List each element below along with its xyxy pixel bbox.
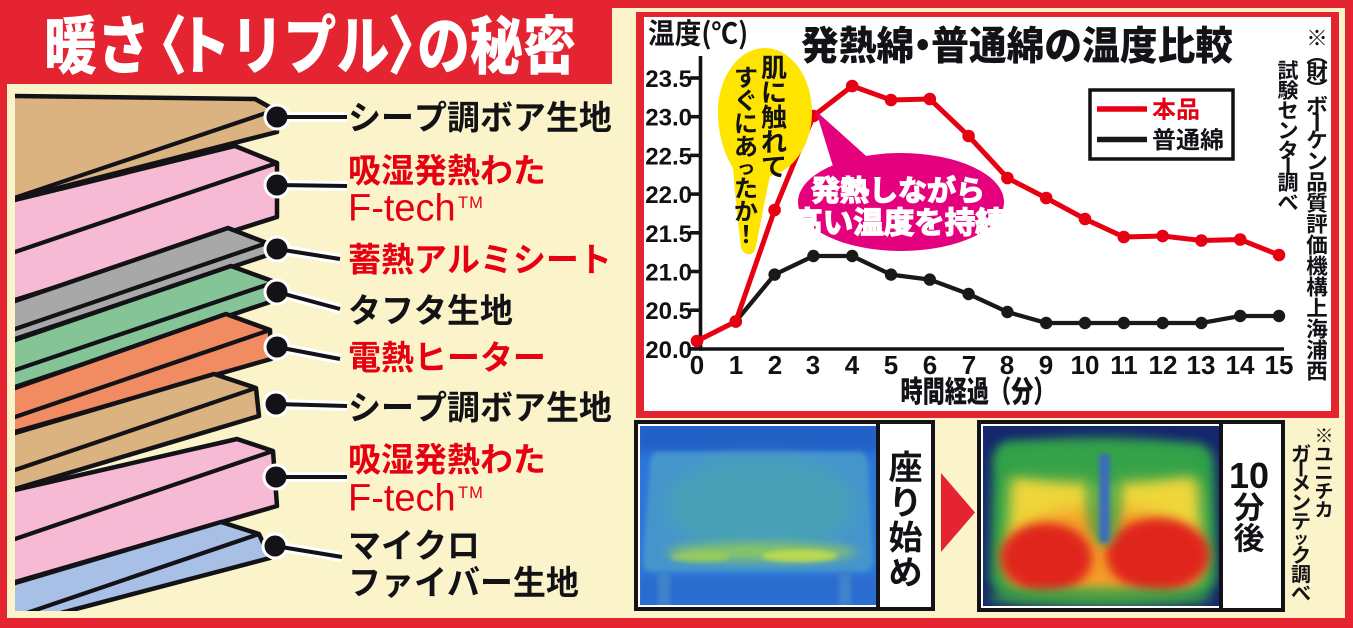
svg-text:3: 3: [806, 350, 820, 380]
svg-text:21.0: 21.0: [645, 260, 692, 287]
svg-text:10: 10: [1071, 350, 1100, 380]
svg-text:14: 14: [1226, 350, 1255, 380]
svg-text:22.5: 22.5: [645, 143, 692, 170]
svg-text:8: 8: [1000, 350, 1014, 380]
svg-text:20.5: 20.5: [645, 298, 692, 325]
svg-text:22.0: 22.0: [645, 182, 692, 209]
svg-text:6: 6: [923, 350, 937, 380]
svg-text:20.0: 20.0: [645, 337, 692, 364]
svg-text:2: 2: [768, 350, 782, 380]
svg-text:13: 13: [1187, 350, 1216, 380]
svg-text:1: 1: [729, 350, 743, 380]
svg-text:9: 9: [1039, 350, 1053, 380]
svg-text:TM: TM: [458, 484, 484, 502]
svg-text:23.0: 23.0: [645, 105, 692, 132]
svg-text:21.5: 21.5: [645, 221, 692, 248]
svg-text:7: 7: [962, 350, 976, 380]
svg-text:F-tech: F-tech: [348, 188, 456, 230]
svg-text:4: 4: [845, 350, 860, 380]
svg-text:TM: TM: [458, 194, 484, 212]
svg-text:5: 5: [884, 350, 898, 380]
svg-text:0: 0: [690, 350, 704, 380]
svg-text:F-tech: F-tech: [348, 478, 456, 520]
svg-text:15: 15: [1265, 350, 1294, 380]
svg-text:10: 10: [1229, 455, 1269, 496]
svg-text:23.5: 23.5: [645, 66, 692, 93]
svg-text:12: 12: [1149, 350, 1178, 380]
svg-text:11: 11: [1110, 350, 1138, 380]
